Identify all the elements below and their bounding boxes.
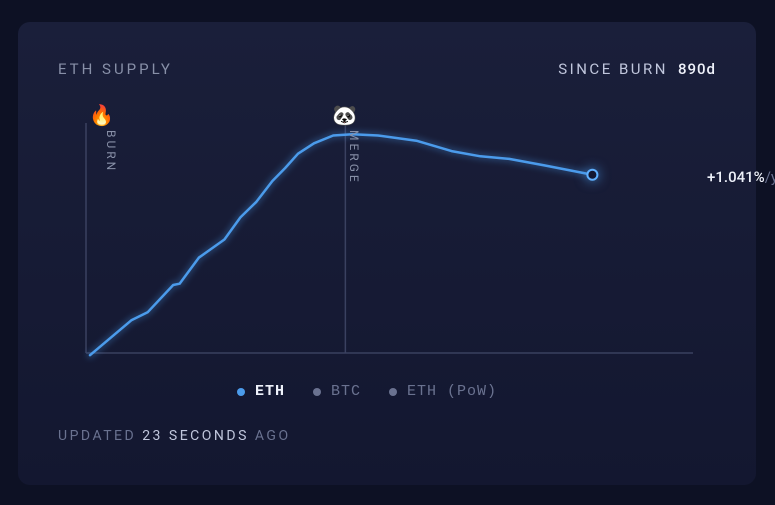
legend-dot-icon (237, 388, 245, 396)
legend-item-eth[interactable]: ETH (237, 383, 285, 400)
updated-footer: UPDATED 23 SECONDS AGO (58, 428, 716, 444)
since-burn: SINCE BURN 890d (558, 60, 716, 78)
updated-suffix: AGO (249, 428, 291, 444)
rate-value: +1.041% (707, 168, 765, 186)
legend-item-eth-pow-[interactable]: ETH (PoW) (389, 383, 497, 400)
merge-marker-label: MERGE (347, 130, 361, 185)
supply-card: ETH SUPPLY SINCE BURN 890d 🔥 🐼 BURN MERG… (18, 22, 756, 485)
legend-dot-icon (313, 388, 321, 396)
since-burn-value: 890d (678, 60, 716, 78)
burn-marker-label: BURN (104, 130, 118, 173)
panda-icon: 🐼 (332, 103, 357, 127)
since-burn-label: SINCE BURN (558, 60, 668, 78)
chart-legend: ETH BTC ETH (PoW) (18, 383, 716, 400)
legend-label: ETH (255, 383, 285, 400)
chart-svg (58, 103, 698, 363)
updated-value: 23 SECONDS (142, 428, 249, 444)
fire-icon: 🔥 (89, 103, 114, 127)
card-title: ETH SUPPLY (58, 60, 173, 78)
legend-label: ETH (PoW) (407, 383, 497, 400)
rate-label: +1.041%/y (707, 168, 775, 186)
legend-item-btc[interactable]: BTC (313, 383, 361, 400)
legend-label: BTC (331, 383, 361, 400)
rate-suffix: /y (765, 168, 775, 186)
updated-prefix: UPDATED (58, 428, 142, 444)
header-row: ETH SUPPLY SINCE BURN 890d (58, 60, 716, 78)
supply-chart: 🔥 🐼 BURN MERGE +1.041%/y (58, 103, 698, 363)
legend-dot-icon (389, 388, 397, 396)
